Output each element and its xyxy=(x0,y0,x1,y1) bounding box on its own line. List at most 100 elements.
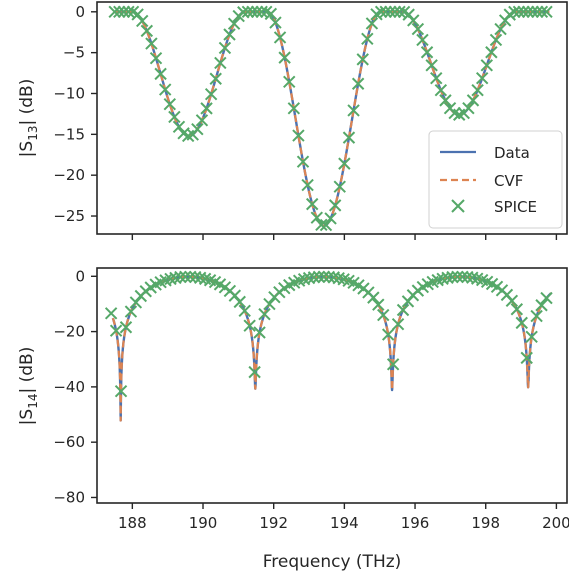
spice-point-s13 xyxy=(521,5,535,19)
spice-point-s13 xyxy=(351,77,365,90)
spice-point-s14 xyxy=(520,351,533,365)
x-tick-label: 188 xyxy=(118,514,147,532)
y-tick-label-s14: −80 xyxy=(53,488,85,506)
y-tick-label-s13: −15 xyxy=(53,125,85,143)
x-tick-label: 190 xyxy=(189,514,218,532)
spice-point-s14 xyxy=(441,271,454,284)
spice-point-s13 xyxy=(347,104,360,117)
spice-point-s13 xyxy=(384,5,397,19)
spice-point-s13 xyxy=(411,22,425,36)
y-ticks-s13: 0 −5 −10 −15 −20 −25 xyxy=(53,3,97,225)
spice-point-s13 xyxy=(379,5,392,19)
spice-point-s14 xyxy=(263,297,276,311)
spice-point-s13 xyxy=(255,5,268,19)
spice-point-s13 xyxy=(462,101,475,115)
spice-point-s14 xyxy=(114,384,128,398)
spice-point-s14 xyxy=(119,321,133,334)
spice-point-s14 xyxy=(322,270,336,284)
y-tick-label-s13: −10 xyxy=(53,84,85,102)
series-spice-markers-s13 xyxy=(108,5,553,232)
spice-point-s13 xyxy=(204,88,218,101)
spice-point-s13 xyxy=(149,52,163,65)
spice-point-s14 xyxy=(258,307,271,321)
spice-point-s14 xyxy=(317,270,331,283)
legend: Data CVF SPICE xyxy=(428,130,563,229)
spice-point-s14 xyxy=(189,270,202,284)
spice-point-s13 xyxy=(420,46,434,59)
spice-point-s13 xyxy=(526,5,539,19)
spice-point-s13 xyxy=(466,94,480,107)
spice-point-s13 xyxy=(223,28,236,41)
spice-point-s13 xyxy=(324,212,337,225)
y-ticks-s14: 0 −20 −40 −60 −80 xyxy=(53,267,97,506)
spice-point-s13 xyxy=(508,5,521,19)
spice-point-s13 xyxy=(494,22,507,36)
spice-point-s13 xyxy=(250,5,264,19)
spice-point-s13 xyxy=(471,83,484,97)
spice-point-s14 xyxy=(327,271,340,284)
spice-point-s13 xyxy=(145,37,158,50)
x-axis-title: Frequency (THz) xyxy=(263,552,402,572)
spice-point-s14 xyxy=(184,270,197,283)
spice-point-s14 xyxy=(396,303,410,317)
spice-point-s13 xyxy=(540,5,553,19)
spice-point-s14 xyxy=(391,318,405,331)
spice-point-s14 xyxy=(525,330,538,343)
spice-point-s13 xyxy=(241,5,255,19)
axes-frame-s13 xyxy=(96,1,568,235)
spice-point-s14 xyxy=(253,326,266,339)
spice-point-s14 xyxy=(386,358,400,371)
spice-point-s13 xyxy=(131,8,144,21)
spice-point-s13 xyxy=(117,5,131,19)
series-cvf-line-s14 xyxy=(111,275,553,422)
spice-point-s14 xyxy=(104,307,118,320)
legend-spice-marker xyxy=(451,199,465,213)
y-tick-label-s14: 0 xyxy=(75,267,85,285)
x-tick-label: 192 xyxy=(259,514,288,532)
spice-point-s13 xyxy=(246,5,259,19)
spice-point-s13 xyxy=(136,14,149,28)
spice-point-s14 xyxy=(179,270,192,283)
y-tick-label-s14: −40 xyxy=(53,378,85,396)
spice-point-s14 xyxy=(505,294,519,308)
spice-point-s13 xyxy=(195,114,209,127)
spice-point-s13 xyxy=(140,24,154,38)
spice-point-s13 xyxy=(269,16,282,29)
spice-point-s14 xyxy=(530,309,543,323)
axes-frame-s14 xyxy=(96,267,568,504)
spice-point-s14 xyxy=(367,291,380,304)
x-tick-label: 194 xyxy=(330,514,359,532)
spice-point-s13 xyxy=(163,98,177,111)
spice-point-s13 xyxy=(273,31,287,44)
spice-point-s13 xyxy=(227,17,241,30)
panel-s14: 0 −20 −40 −60 −80 188 190 192 194 196 198 200 |S14… xyxy=(17,267,569,532)
series-spice-markers-s14 xyxy=(104,270,553,398)
spice-point-s13 xyxy=(374,5,388,19)
spice-point-s13 xyxy=(218,41,232,55)
y-tick-label-s13: 0 xyxy=(75,3,85,21)
spice-point-s13 xyxy=(356,53,369,66)
y-tick-label-s13: −25 xyxy=(53,207,85,225)
spice-point-s13 xyxy=(122,5,135,19)
spice-point-s13 xyxy=(296,155,310,168)
spice-point-s13 xyxy=(361,32,374,46)
spice-point-s14 xyxy=(243,319,256,332)
spice-point-s13 xyxy=(393,5,406,19)
y-axis-title-s14: |S14| (dB) xyxy=(17,347,40,426)
spice-point-s14 xyxy=(238,304,251,317)
series-data-line-s14 xyxy=(111,275,553,422)
spice-point-s13 xyxy=(154,67,167,81)
spice-point-s14 xyxy=(302,271,316,285)
legend-data-label: Data xyxy=(494,144,530,162)
spice-point-s13 xyxy=(191,122,204,136)
spice-point-s13 xyxy=(489,33,503,47)
spice-point-s13 xyxy=(342,131,356,144)
x-tick-label: 200 xyxy=(542,514,569,532)
spice-point-s13 xyxy=(315,218,328,232)
spice-point-s14 xyxy=(510,303,524,316)
spice-point-s14 xyxy=(124,305,138,318)
spice-point-s14 xyxy=(233,295,246,309)
spice-point-s13 xyxy=(278,51,291,64)
legend-box xyxy=(428,130,563,229)
spice-point-s13 xyxy=(306,197,319,211)
